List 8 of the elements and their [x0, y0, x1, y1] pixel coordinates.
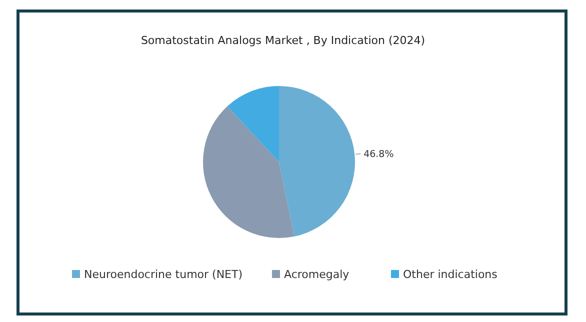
legend-label: Other indications — [403, 268, 498, 281]
data-label: 46.8% — [364, 149, 394, 160]
pie-slice — [227, 86, 279, 162]
pie-slice — [203, 106, 294, 238]
legend-label: Acromegaly — [284, 268, 350, 281]
chart-title: Somatostatin Analogs Market , By Indication (2024) — [140, 34, 426, 47]
pie-slice — [279, 86, 355, 236]
legend-label: Neuroendocrine tumor (NET) — [84, 268, 243, 281]
